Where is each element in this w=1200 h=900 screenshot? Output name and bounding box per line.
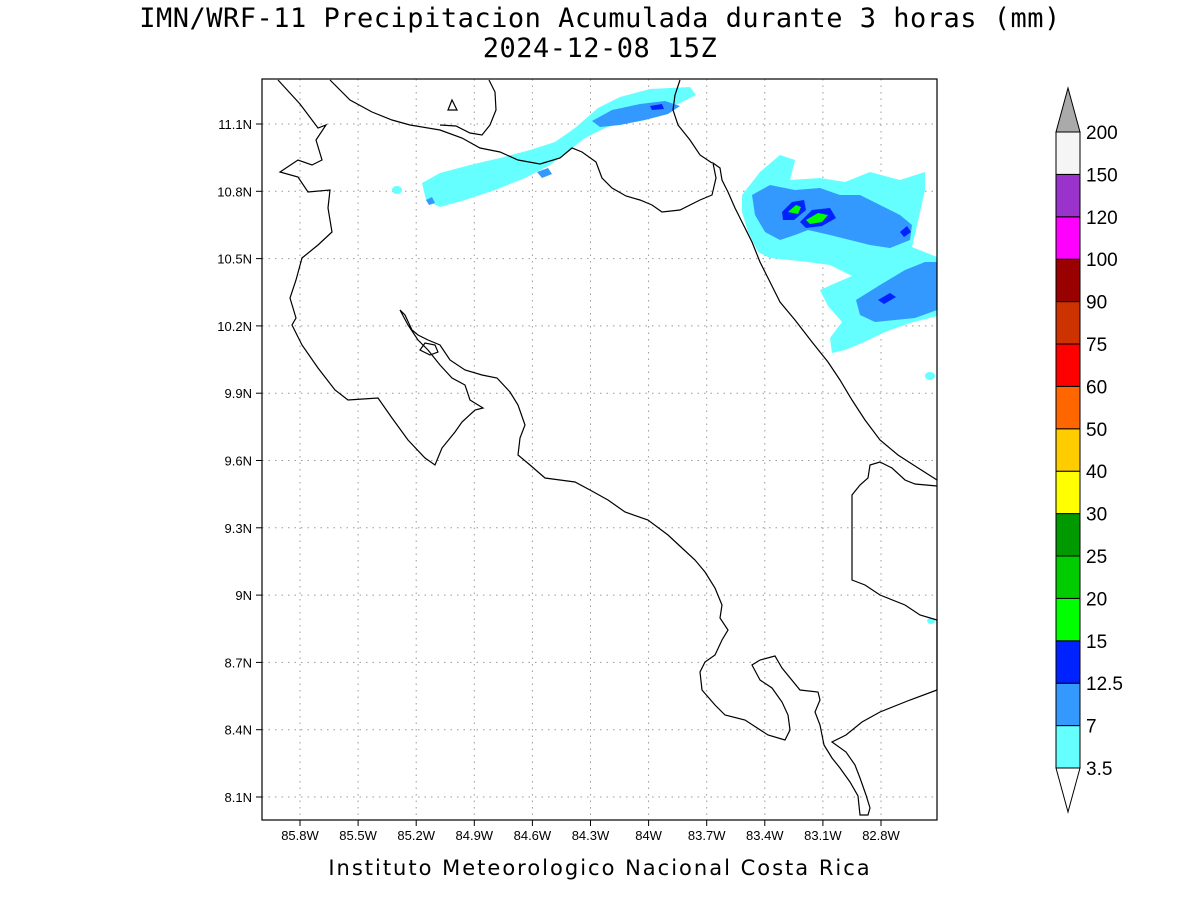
colorbar-swatch: [1055, 640, 1081, 684]
colorbar-level-label: 12.5: [1086, 674, 1123, 695]
precip-area-very-heavy: [806, 213, 828, 224]
colorbar-swatch: [1055, 555, 1081, 599]
lat-tick-label: 9.3N: [225, 521, 252, 536]
lon-tick-label: 84.6W: [514, 828, 552, 843]
map-title: IMN/WRF-11 Precipitacion Acumulada duran…: [139, 3, 1061, 34]
colorbar-swatch: [1055, 216, 1081, 260]
lon-tick-label: 85.5W: [339, 828, 377, 843]
lat-tick-label: 8.7N: [225, 655, 252, 670]
precip-area-medium: [426, 197, 435, 205]
colorbar-swatch: [1055, 725, 1081, 769]
lon-tick-label: 85.2W: [397, 828, 435, 843]
colorbar-swatch: [1055, 682, 1081, 727]
colorbar-level-label: 30: [1086, 505, 1107, 526]
colorbar-swatch: [1055, 428, 1081, 472]
lat-tick-label: 11.1N: [218, 117, 252, 132]
coastline: [277, 79, 938, 816]
colorbar-level-label: 100: [1086, 250, 1118, 271]
lat-tick-label: 10.5N: [217, 252, 252, 267]
colorbar-level-label: 50: [1086, 420, 1107, 441]
lon-tick-label: 83.1W: [804, 828, 842, 843]
lat-tick-label: 9N: [235, 588, 252, 603]
colorbar-level-label: 120: [1086, 208, 1118, 229]
map-frame: [261, 78, 938, 821]
lat-tick-label: 10.8N: [217, 184, 252, 199]
map-date: 2024-12-08 15Z: [482, 33, 718, 64]
colorbar-level-label: 15: [1086, 632, 1107, 653]
precip-area-light: [927, 618, 935, 624]
colorbar-swatch: [1055, 513, 1081, 557]
colorbar-swatch: [1055, 597, 1081, 642]
colorbar-level-label: 150: [1086, 165, 1118, 186]
colorbar-swatch: [1055, 385, 1081, 430]
colorbar-level-label: 7: [1086, 717, 1097, 738]
lat-tick-label: 8.1N: [225, 790, 252, 805]
precip-area-heavy: [900, 226, 911, 237]
colorbar-low-arrow: [1055, 767, 1081, 814]
precip-area-medium: [856, 262, 937, 322]
lon-tick-label: 83.7W: [688, 828, 726, 843]
lon-tick-label: 84.9W: [456, 828, 494, 843]
precip-area-light: [925, 372, 935, 380]
precip-area-light: [392, 186, 402, 194]
precipitation-field: [392, 87, 937, 624]
colorbar-level-label: 60: [1086, 377, 1107, 398]
lon-tick-label: 82.8W: [862, 828, 900, 843]
axis-ticks: 85.8W 85.5W 85.2W 84.9W 84.6W 84.3W 84W 83.7W 83…: [217, 117, 900, 843]
colorbar-level-label: 25: [1086, 547, 1107, 568]
lat-tick-label: 9.6N: [225, 454, 252, 469]
lon-tick-label: 85.8W: [281, 828, 319, 843]
colorbar-level-label: 90: [1086, 293, 1107, 314]
precip-area-very-heavy: [788, 205, 801, 214]
lat-tick-label: 8.4N: [225, 723, 252, 738]
colorbar-swatch: [1055, 131, 1081, 175]
colorbar-level-label: 75: [1086, 335, 1107, 356]
colorbar-level-label: 3.5: [1086, 759, 1112, 780]
colorbar-swatch: [1055, 470, 1081, 515]
colorbar-swatch: [1055, 258, 1081, 303]
footer-credit: Instituto Meteorologico Nacional Costa R…: [328, 856, 872, 880]
precip-area-heavy: [650, 104, 664, 110]
precip-area-heavy: [878, 293, 896, 304]
grid-lines: [262, 79, 937, 820]
lon-tick-label: 84.3W: [572, 828, 610, 843]
colorbar-level-label: 200: [1086, 123, 1118, 144]
colorbar-swatch: [1055, 301, 1081, 345]
colorbar-high-arrow: [1055, 86, 1081, 133]
colorbar: 3.5 7 12.5 15 20 25 30 40 50 60 75 90 100 120 150 200: [1055, 86, 1123, 814]
colorbar-level-label: 20: [1086, 589, 1107, 610]
lat-tick-label: 10.2N: [217, 319, 252, 334]
colorbar-level-label: 40: [1086, 462, 1107, 483]
colorbar-swatch: [1055, 343, 1081, 387]
lat-tick-label: 9.9N: [225, 386, 252, 401]
lon-tick-label: 83.4W: [746, 828, 784, 843]
precip-area-medium: [537, 168, 552, 178]
lon-tick-label: 84W: [635, 828, 662, 843]
precip-area-light: [742, 155, 937, 353]
colorbar-swatch: [1055, 173, 1081, 218]
